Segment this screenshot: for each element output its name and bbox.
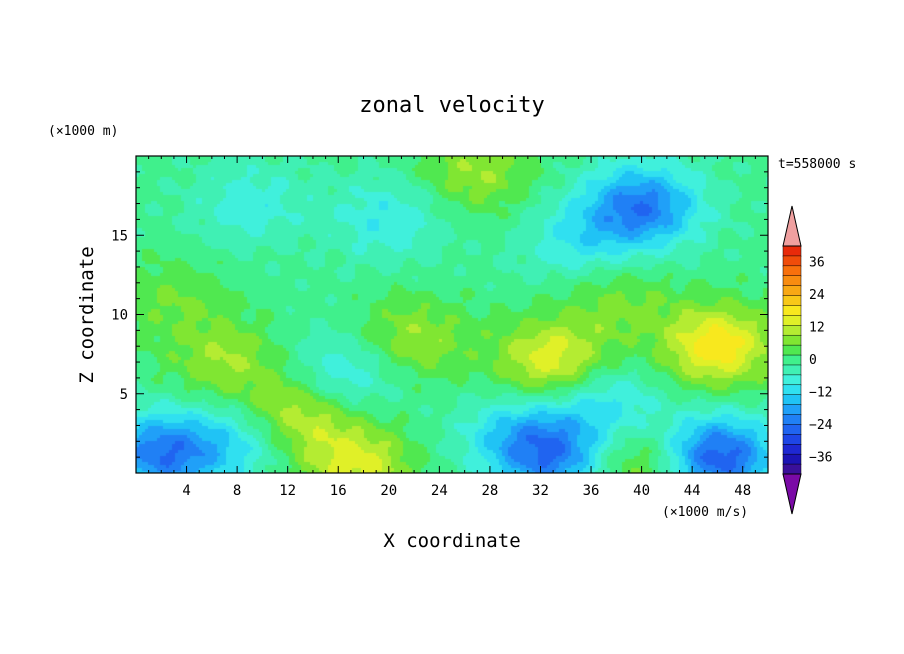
x-tick-label: 32 (532, 483, 549, 499)
colorbar-bin (782, 275, 802, 287)
colorbar-bin (782, 424, 802, 436)
heatmap-field (136, 156, 768, 473)
colorbar-tick-label: 0 (809, 353, 817, 368)
colorbar-max-arrow (782, 205, 802, 247)
colorbar-tick-label: −12 (809, 386, 832, 401)
colorbar-min-arrow (782, 473, 802, 515)
y-tick-label: 10 (111, 308, 128, 324)
colorbar-bin (782, 434, 802, 446)
colorbar-bin (782, 315, 802, 327)
colorbar-tick-label: 24 (809, 288, 825, 303)
colorbar-bin (782, 255, 802, 267)
x-tick-label: 40 (633, 483, 650, 499)
colorbar-tick-label: −24 (809, 418, 833, 433)
colorbar-tick-label: −36 (809, 451, 832, 466)
x-tick-label: 24 (431, 483, 448, 499)
colorbar-tick-label: 36 (809, 255, 825, 270)
colorbar-bin (782, 374, 802, 386)
y-unit-label: (×1000 m) (48, 124, 118, 139)
colorbar-bin (782, 404, 802, 416)
x-tick-label: 48 (734, 483, 751, 499)
colorbar-bin (782, 453, 802, 465)
time-label: t=558000 s (778, 157, 856, 172)
colorbar-bin (782, 285, 802, 297)
colorbar-bin (782, 334, 802, 346)
x-tick-label: 28 (481, 483, 498, 499)
colorbar-bin (782, 305, 802, 317)
colorbar-bin (782, 394, 802, 406)
x-tick-label: 44 (684, 483, 701, 499)
colorbar-bin (782, 364, 802, 376)
colorbar-bin (782, 444, 802, 455)
x-tick-label: 16 (330, 483, 347, 499)
colorbar: 36 24 12 0 −12 −24 −36 (782, 205, 833, 515)
colorbar-bin (782, 245, 802, 257)
y-tick-label: 5 (120, 387, 128, 403)
x-tick-label: 4 (182, 483, 190, 499)
x-tick-label: 20 (380, 483, 397, 499)
colorbar-bin (782, 354, 802, 366)
y-axis-label: Z coordinate (76, 246, 98, 383)
colorbar-bin (782, 384, 802, 396)
colorbar-bin (782, 265, 802, 277)
chart-title: zonal velocity (359, 93, 544, 118)
colorbar-bin (782, 344, 802, 356)
x-tick-label: 8 (233, 483, 241, 499)
y-tick-label: 15 (111, 228, 128, 244)
y-axis: 5 10 15 (111, 171, 768, 458)
colorbar-bin (782, 325, 802, 336)
colorbar-tick-label: 12 (809, 320, 825, 335)
colorbar-bin (782, 414, 802, 426)
x-tick-label: 12 (279, 483, 296, 499)
x-unit-label: (×1000 m/s) (662, 505, 748, 520)
colorbar-bin (782, 295, 802, 307)
x-tick-label: 36 (583, 483, 600, 499)
colorbar-bin (782, 463, 802, 475)
x-axis: 4 8 12 16 20 24 28 32 36 40 44 48 (148, 156, 756, 499)
x-axis-label: X coordinate (383, 530, 520, 552)
